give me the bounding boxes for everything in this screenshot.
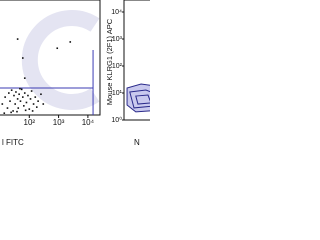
dot [27,94,29,97]
x-axis-label: l FITC [2,138,24,147]
dot [12,110,14,112]
dot [19,100,22,102]
dot [31,110,34,112]
contour [129,89,150,109]
dot [34,96,37,98]
dot [23,105,25,107]
y-tick-label: 10⁰ [111,116,122,124]
dot [9,100,11,102]
dot [29,98,32,100]
dot [28,108,31,110]
dot [14,103,16,105]
dot [32,103,35,105]
plot-frame [0,0,101,116]
y-tick-label: 10¹ [112,90,123,97]
dot [8,92,10,94]
watermark [21,10,100,110]
y-axis-label: Mouse KLRG1 (2F1) APC [105,18,114,105]
dot [17,107,20,109]
dot [21,57,24,59]
dot [35,106,38,108]
x-axis-label: N [134,138,140,147]
dot [20,88,23,91]
dot [16,98,19,100]
dot [4,96,6,98]
dot [16,110,18,113]
dot [10,111,12,114]
dot [13,94,15,97]
dot [3,112,6,114]
dot [25,101,28,104]
plot-frame [123,0,150,121]
dot [6,107,9,109]
dot [37,100,39,102]
dot [16,38,19,40]
page: l FITC N Mouse KLRG1 (2F1) APC 10² 10³ 10⁴… [0,0,150,148]
x-tick-label: 10⁴ [82,118,95,127]
dot [18,93,20,96]
y-tick-label: 10³ [112,36,123,43]
dot [1,103,4,105]
dot [56,47,59,50]
chart: l FITC N Mouse KLRG1 (2F1) APC 10² 10³ 10⁴… [0,0,150,147]
dot [23,92,26,94]
dot [19,87,21,90]
dot [69,41,72,43]
dot [30,90,33,92]
dot [24,109,27,112]
dot [15,91,17,93]
dot [21,96,24,98]
dot [23,77,26,79]
dot [10,89,13,91]
y-tick-label: 10⁴ [111,9,122,16]
x-tick-label: 10³ [53,118,65,127]
x-tick-label: 10² [24,118,36,127]
y-tick-label: 10² [112,63,123,70]
dot [42,103,45,105]
dot [40,93,42,96]
contour [135,94,150,105]
